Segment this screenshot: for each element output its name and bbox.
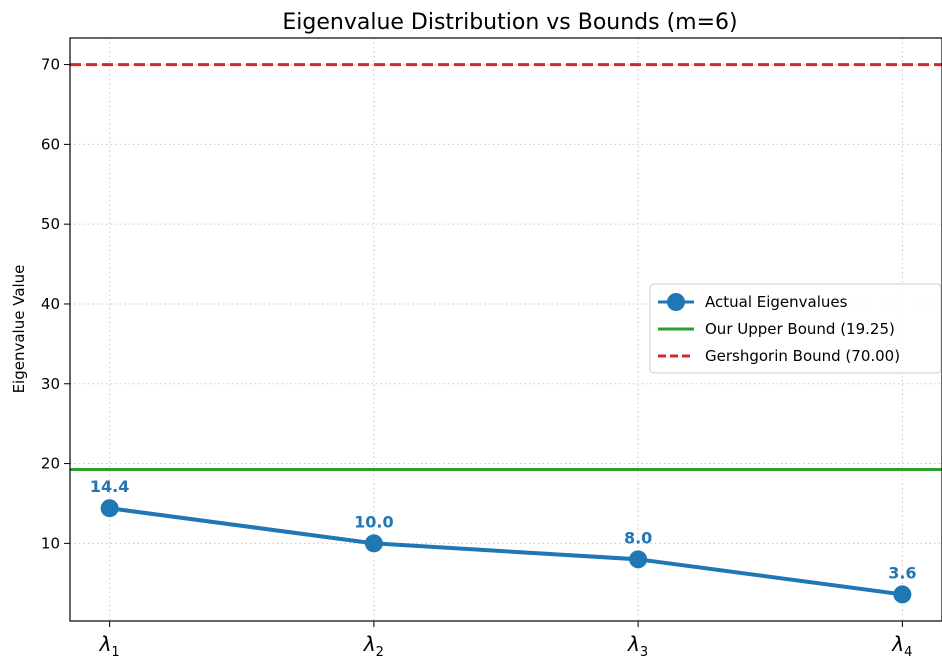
data-point — [100, 499, 119, 518]
y-tick-label: 40 — [41, 295, 60, 313]
data-point — [893, 585, 912, 604]
legend-item-upper-bound: Our Upper Bound (19.25) — [658, 320, 895, 338]
y-tick-label: 70 — [41, 56, 60, 74]
data-point — [629, 550, 648, 569]
y-tick-label: 20 — [41, 455, 60, 473]
series-line — [109, 506, 903, 597]
legend-item-gershgorin-bound: Gershgorin Bound (70.00) — [658, 347, 900, 365]
y-tick-label: 30 — [41, 375, 60, 393]
legend-marker — [667, 293, 685, 311]
y-tick-label: 60 — [41, 135, 60, 153]
plot-frame — [69, 37, 942, 622]
x-tick-label: λ2 — [363, 632, 384, 659]
reference-lines — [70, 63, 942, 472]
data-point — [364, 534, 383, 553]
y-axis-label: Eigenvalue Value — [10, 265, 28, 394]
x-tick-label: λ1 — [99, 632, 120, 659]
x-axis: λ1 λ2 λ3 λ4 — [99, 621, 912, 659]
series-actual-eigenvalues: 14.4 10.0 8.0 3.6 — [90, 477, 917, 604]
x-tick-label: λ4 — [891, 632, 912, 659]
data-label: 10.0 — [354, 512, 393, 531]
legend-label: Actual Eigenvalues — [705, 293, 848, 311]
legend-box — [649, 283, 942, 374]
legend: Actual Eigenvalues Our Upper Bound (19.25… — [649, 283, 942, 374]
y-axis: 10 20 30 40 50 60 70 — [41, 56, 70, 552]
data-label: 8.0 — [624, 528, 652, 547]
legend-label: Gershgorin Bound (70.00) — [705, 347, 900, 365]
y-tick-label: 50 — [41, 215, 60, 233]
chart-title: Eigenvalue Distribution vs Bounds (m=6) — [282, 10, 737, 35]
legend-label: Our Upper Bound (19.25) — [705, 320, 895, 338]
x-tick-label: λ3 — [627, 632, 648, 659]
legend-item-actual-eigenvalues: Actual Eigenvalues — [658, 293, 848, 311]
data-label: 14.4 — [90, 477, 129, 496]
y-tick-label: 10 — [41, 534, 60, 552]
data-label: 3.6 — [888, 563, 916, 582]
